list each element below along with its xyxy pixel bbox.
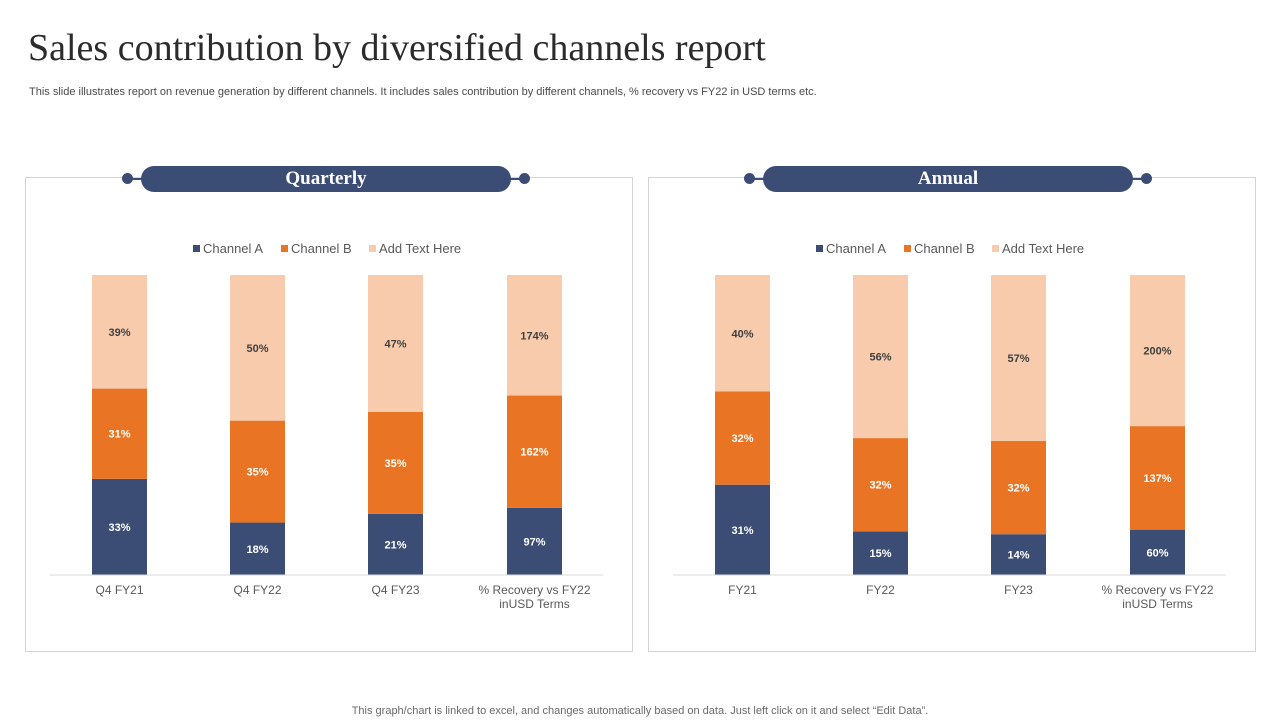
annual-legend-label-channel-a: Channel A (826, 241, 886, 256)
banner-connector (1131, 178, 1143, 180)
annual-chart[interactable]: Channel A Channel B Add Text Here 31% 32% 40%… (648, 0, 1258, 640)
page-subtitle: This slide illustrates report on revenue… (29, 86, 817, 98)
quarterly-data-label-channel-a-3: 21% (384, 539, 406, 551)
annual-legend-label-add-text-here: Add Text Here (1002, 241, 1084, 256)
annual-legend-label-channel-b: Channel B (914, 241, 975, 256)
annual-category-label-4-line-2: inUSD Terms (1122, 597, 1192, 611)
annual-bar-add-text-here-3[interactable] (991, 275, 1046, 442)
quarterly-bar-add-text-here-4[interactable] (507, 275, 562, 396)
annual-data-label-channel-b-2: 32% (869, 480, 891, 492)
banner-dot (122, 173, 133, 184)
quarterly-legend-swatch-add-text-here (369, 245, 376, 252)
annual-data-label-channel-a-3: 14% (1007, 550, 1029, 562)
annual-data-label-channel-b-1: 32% (731, 433, 753, 445)
annual-data-label-channel-b-4: 137% (1143, 473, 1171, 485)
annual-bar-channel-b-4[interactable] (1130, 426, 1185, 530)
quarterly-data-label-channel-a-4: 97% (523, 536, 545, 548)
quarterly-data-label-channel-b-2: 35% (246, 467, 268, 479)
annual-bar-channel-b-1[interactable] (715, 391, 770, 485)
quarterly-data-label-channel-a-2: 18% (246, 544, 268, 556)
quarterly-bar-channel-b-4[interactable] (507, 395, 562, 508)
annual-legend-swatch-channel-b (904, 245, 911, 252)
annual-banner: Annual (744, 166, 1152, 192)
quarterly-bar-channel-b-3[interactable] (368, 411, 423, 514)
banner-dot (519, 173, 530, 184)
annual-data-label-channel-a-1: 31% (731, 525, 753, 537)
quarterly-legend-swatch-channel-a (193, 245, 200, 252)
quarterly-bar-channel-b-1[interactable] (92, 388, 147, 479)
annual-bar-channel-a-1[interactable] (715, 484, 770, 575)
page-title: Sales contribution by diversified channe… (28, 27, 766, 69)
annual-bar-add-text-here-4[interactable] (1130, 275, 1185, 427)
annual-category-label-1: FY21 (728, 583, 757, 597)
banner-connector (753, 178, 765, 180)
annual-legend-swatch-add-text-here (992, 245, 999, 252)
annual-data-label-add-text-here-2: 56% (869, 352, 891, 364)
footer-note: This graph/chart is linked to excel, and… (351, 705, 929, 717)
annual-bar-channel-a-2[interactable] (853, 531, 908, 575)
annual-data-label-channel-a-4: 60% (1146, 547, 1168, 559)
quarterly-legend-label-channel-a: Channel A (203, 241, 263, 256)
quarterly-bar-channel-a-3[interactable] (368, 513, 423, 575)
quarterly-legend-swatch-channel-b (281, 245, 288, 252)
quarterly-bar-channel-a-1[interactable] (92, 478, 147, 575)
banner-connector (509, 178, 521, 180)
quarterly-data-label-channel-b-3: 35% (384, 458, 406, 470)
quarterly-legend-label-channel-b: Channel B (291, 241, 352, 256)
quarterly-data-label-channel-a-1: 33% (108, 522, 130, 534)
quarterly-category-label-3: Q4 FY23 (371, 583, 419, 597)
annual-bar-channel-a-3[interactable] (991, 534, 1046, 575)
quarterly-category-label-2: Q4 FY22 (233, 583, 281, 597)
quarterly-data-label-channel-b-1: 31% (108, 429, 130, 441)
quarterly-banner: Quarterly (122, 166, 530, 192)
annual-data-label-add-text-here-1: 40% (731, 328, 753, 340)
annual-bar-add-text-here-2[interactable] (853, 275, 908, 439)
quarterly-bar-channel-a-4[interactable] (507, 507, 562, 575)
annual-category-label-3: FY23 (1004, 583, 1033, 597)
banner-connector (131, 178, 143, 180)
annual-data-label-channel-b-3: 32% (1007, 483, 1029, 495)
quarterly-data-label-add-text-here-4: 174% (520, 330, 548, 342)
quarterly-data-label-channel-b-4: 162% (520, 447, 548, 459)
quarterly-chart[interactable]: Channel A Channel B Add Text Here 33% 31% 39%… (25, 0, 635, 640)
quarterly-category-label-1: Q4 FY21 (95, 583, 143, 597)
quarterly-data-label-add-text-here-2: 50% (246, 343, 268, 355)
quarterly-bar-add-text-here-2[interactable] (230, 275, 285, 421)
quarterly-category-label-4-line-1: % Recovery vs FY22 (478, 583, 590, 597)
annual-legend-swatch-channel-a (816, 245, 823, 252)
annual-bar-channel-b-2[interactable] (853, 438, 908, 532)
quarterly-bar-channel-a-2[interactable] (230, 522, 285, 575)
quarterly-data-label-add-text-here-1: 39% (108, 327, 130, 339)
annual-bar-channel-b-3[interactable] (991, 441, 1046, 535)
annual-data-label-add-text-here-3: 57% (1007, 353, 1029, 365)
annual-banner-label: Annual (917, 168, 979, 189)
annual-category-label-4-line-1: % Recovery vs FY22 (1101, 583, 1213, 597)
annual-category-label-2: FY22 (866, 583, 895, 597)
quarterly-bar-add-text-here-3[interactable] (368, 275, 423, 412)
quarterly-bar-channel-b-2[interactable] (230, 420, 285, 523)
annual-data-label-channel-a-2: 15% (869, 548, 891, 560)
annual-data-label-add-text-here-4: 200% (1143, 346, 1171, 358)
quarterly-category-label-4-line-2: inUSD Terms (499, 597, 569, 611)
quarterly-legend-label-add-text-here: Add Text Here (379, 241, 461, 256)
banner-dot (744, 173, 755, 184)
quarterly-bar-add-text-here-1[interactable] (92, 275, 147, 389)
annual-bar-channel-a-4[interactable] (1130, 529, 1185, 575)
quarterly-data-label-add-text-here-3: 47% (384, 338, 406, 350)
banner-dot (1141, 173, 1152, 184)
quarterly-banner-label: Quarterly (285, 168, 367, 189)
annual-bar-add-text-here-1[interactable] (715, 275, 770, 392)
